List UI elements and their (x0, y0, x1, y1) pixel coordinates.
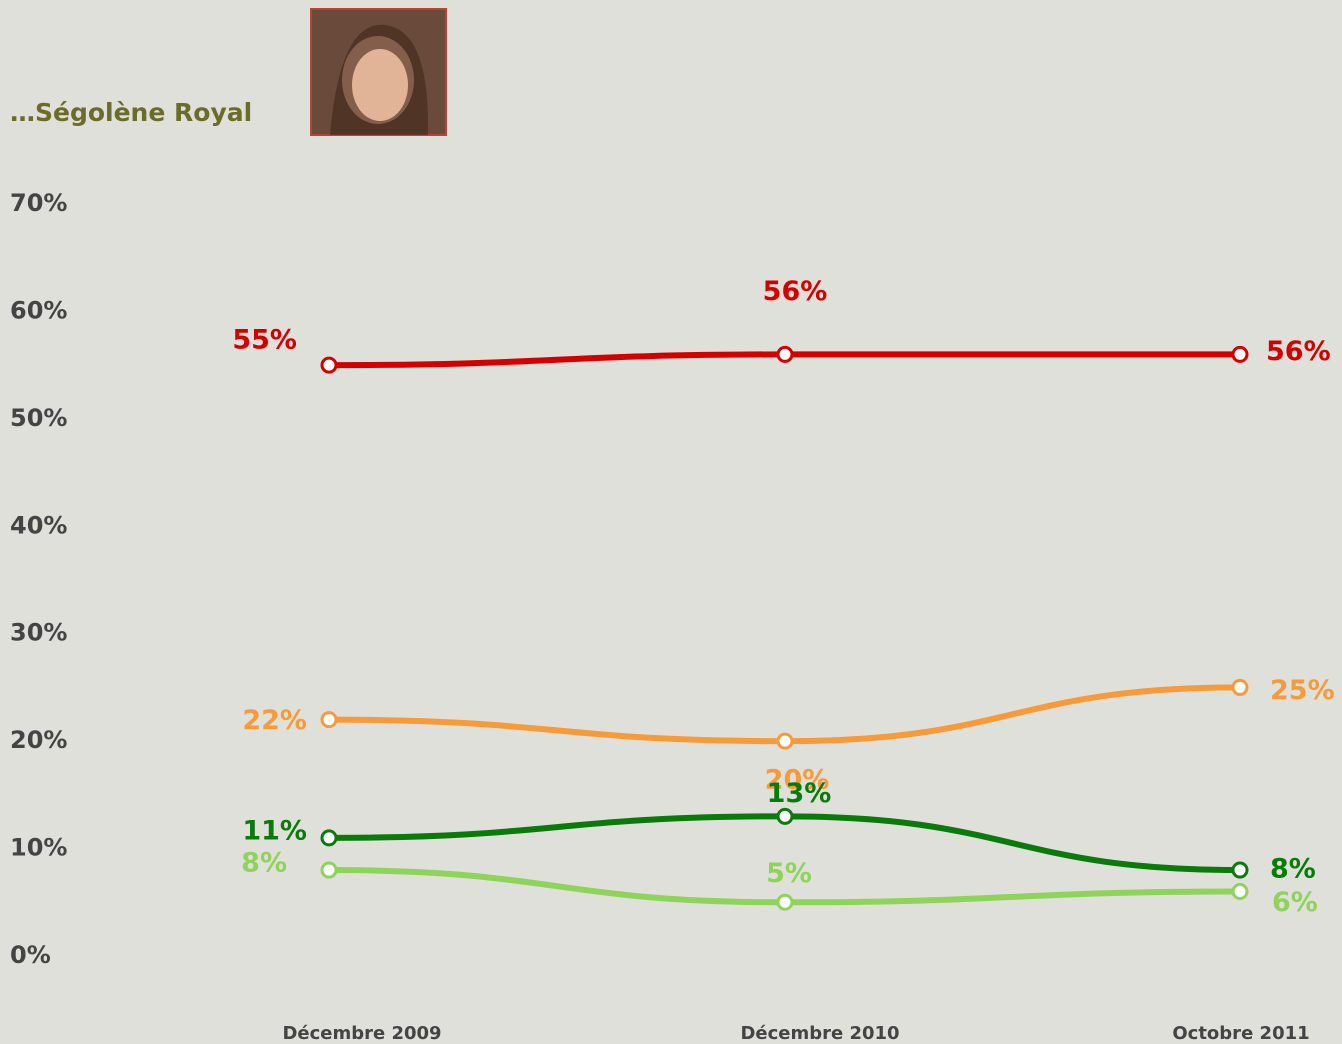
y-tick-label: 70% (10, 189, 67, 217)
data-label: 13% (767, 778, 832, 809)
data-label: 25% (1270, 675, 1335, 706)
data-point (322, 863, 336, 877)
chart-title: …Ségolène Royal (10, 98, 252, 127)
data-label: 8% (241, 848, 287, 879)
data-label: 56% (1266, 336, 1331, 367)
data-point (1233, 863, 1247, 877)
y-tick-label: 60% (10, 296, 67, 324)
data-point (778, 347, 792, 361)
data-point (1233, 885, 1247, 899)
data-point (1233, 347, 1247, 361)
data-point (778, 809, 792, 823)
data-point (778, 895, 792, 909)
y-tick-label: 50% (10, 404, 67, 432)
background (0, 0, 1342, 1044)
data-point (778, 734, 792, 748)
y-tick-label: 0% (10, 941, 51, 969)
data-label: 55% (232, 325, 297, 356)
data-label: 5% (766, 858, 812, 889)
data-point (322, 358, 336, 372)
page: …Ségolène Royal 0% 10% 20% 30% 40% 50% 60% 70% D… (0, 0, 1342, 1044)
y-tick-label: 30% (10, 619, 67, 647)
chart: …Ségolène Royal 0% 10% 20% 30% 40% 50% 60% 70% D… (0, 0, 1342, 1044)
y-tick-label: 40% (10, 511, 67, 539)
data-point (1233, 680, 1247, 694)
x-tick-label: Octobre 2011 (1172, 1023, 1309, 1044)
data-label: 8% (1270, 854, 1316, 885)
x-tick-label: Décembre 2010 (740, 1023, 899, 1044)
data-label: 6% (1272, 887, 1318, 918)
y-tick-label: 20% (10, 726, 67, 754)
data-point (322, 831, 336, 845)
y-tick-label: 10% (10, 834, 67, 862)
data-label: 56% (763, 276, 828, 307)
data-label: 11% (242, 815, 307, 846)
x-tick-label: Décembre 2009 (282, 1023, 441, 1044)
data-point (322, 713, 336, 727)
photo (311, 9, 446, 135)
data-label: 22% (242, 705, 307, 736)
